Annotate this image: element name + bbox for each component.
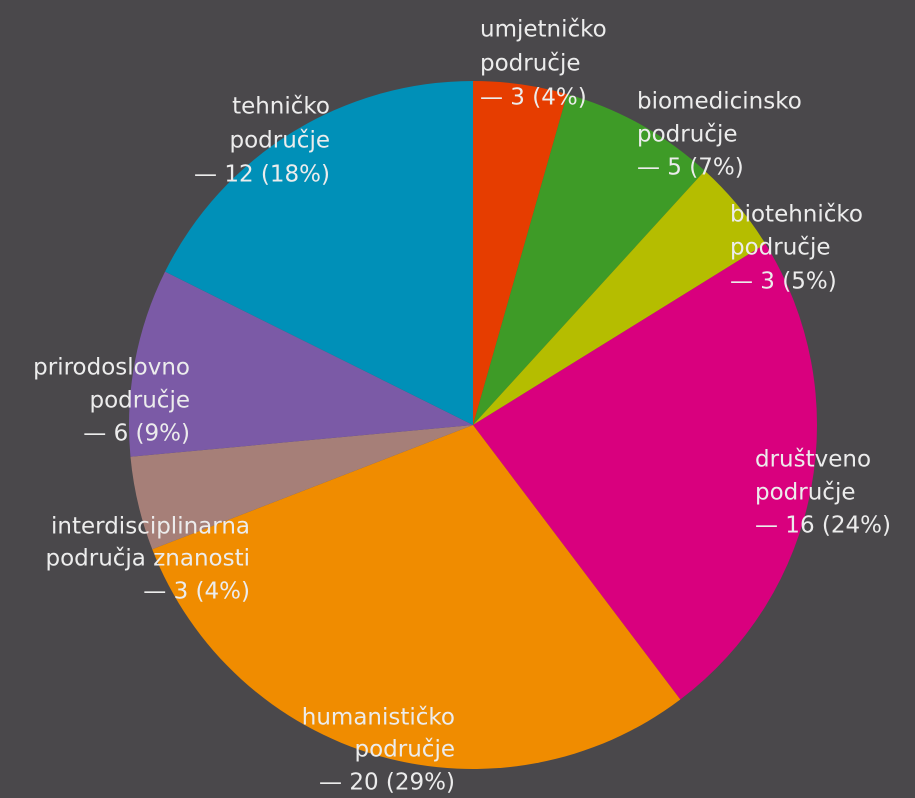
value-label: — 6 (9%) — [83, 421, 190, 447]
pie-slice — [165, 80, 473, 425]
slice-label: interdisciplinarna — [51, 514, 250, 540]
pie-slice — [473, 170, 766, 425]
value-label: — 3 (5%) — [730, 269, 837, 295]
pie-slice — [130, 425, 473, 550]
slice-label: tehničko — [232, 94, 330, 120]
value-label: — 3 (4%) — [480, 85, 587, 111]
pie-slice — [129, 271, 473, 457]
slice-label: prirodoslovno — [33, 355, 190, 381]
slice-label: područje — [355, 737, 456, 763]
slice-label: područja znanosti — [45, 546, 250, 572]
value-label: — 3 (4%) — [143, 579, 250, 605]
pie-slice — [473, 94, 705, 425]
pie-slice — [152, 425, 681, 769]
value-label: — 16 (24%) — [755, 513, 891, 539]
slice-label: društveno — [755, 447, 871, 473]
slice-label: područje — [730, 235, 831, 261]
value-label: — 12 (18%) — [194, 162, 330, 188]
value-label: — 5 (7%) — [637, 155, 744, 181]
slice-label: umjetničko — [480, 17, 607, 43]
slice-label: humanističko — [302, 705, 455, 731]
slice-label: područje — [755, 480, 856, 506]
slice-label: područje — [90, 388, 191, 414]
pie-slice — [473, 81, 568, 425]
slice-label: biotehničko — [730, 202, 863, 228]
slice-label: područje — [637, 122, 738, 148]
slice-label: biomedicinsko — [637, 89, 802, 115]
value-label: — 20 (29%) — [319, 770, 455, 796]
slice-label: područje — [480, 51, 581, 77]
slice-label: područje — [230, 128, 331, 154]
pie-slice — [473, 243, 817, 700]
